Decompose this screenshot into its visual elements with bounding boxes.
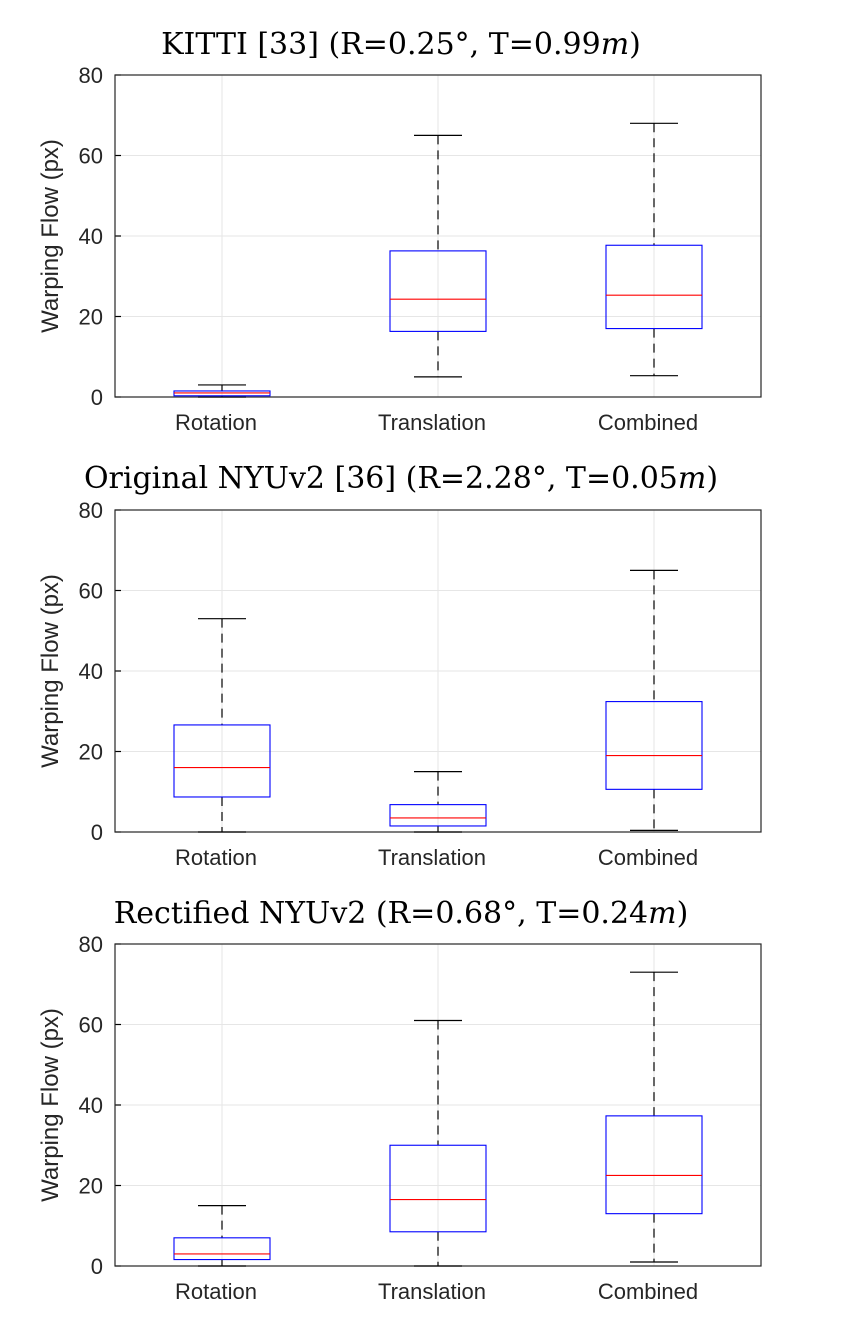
chart-title: KITTI [33] (R=0.25°, T=0.99m) [161,27,641,62]
y-tick-label: 40 [79,659,103,684]
x-tick-label: Translation [378,410,486,435]
iqr-box [605,244,703,330]
y-tick-label: 0 [91,1254,103,1279]
box-combined [605,122,703,377]
x-tick-label: Rotation [175,845,257,870]
chart-title-suffix: ) [629,27,641,62]
y-axis-label: Warping Flow (px) [37,139,64,333]
chart-title-prefix: KITTI [33] (R=0.25°, T=0.99 [161,27,601,62]
y-axis-label: Warping Flow (px) [37,1008,64,1202]
iqr-box [605,701,703,790]
y-tick-label: 80 [79,63,103,88]
y-tick-label: 80 [79,932,103,957]
y-tick-label: 20 [79,1174,103,1199]
chart-title-suffix: ) [677,896,689,931]
chart-title-suffix: ) [706,461,718,496]
y-tick-label: 60 [79,579,103,604]
x-tick-label: Rotation [175,1279,257,1304]
chart-panel-1: 0 20 40 60 80 Rotation Translation Combined Warp… [37,27,762,435]
chart-title: Original NYUv2 [36] (R=2.28°, T=0.05m) [84,461,718,496]
box-rotation [173,1205,271,1267]
x-tick-label: Combined [598,845,698,870]
chart-title-prefix: Original NYUv2 [36] (R=2.28°, T=0.05 [84,461,678,496]
x-tick-label: Translation [378,1279,486,1304]
x-tick-label: Rotation [175,410,257,435]
box-translation [389,771,487,833]
plot-area [114,74,762,398]
chart-title-unit: m [601,27,629,62]
box-rotation [173,618,271,833]
chart-panel-2: 0 20 40 60 80 Rotation Translation Combined Warp… [37,461,762,870]
y-tick-label: 80 [79,498,103,523]
chart-title-unit: m [678,461,706,496]
box-translation [389,1019,487,1267]
y-tick-label: 20 [79,305,103,330]
iqr-box [173,724,271,798]
y-axis-label: Warping Flow (px) [37,574,64,768]
x-tick-label: Combined [598,410,698,435]
x-tick-label: Translation [378,845,486,870]
y-tick-label: 60 [79,1013,103,1038]
chart-panel-3: 0 20 40 60 80 Rotation Translation Combined Warp… [37,896,762,1304]
box-rotation [173,384,271,398]
iqr-box [389,1144,487,1233]
box-translation [389,134,487,378]
iqr-box [605,1115,703,1215]
iqr-box [389,804,487,827]
chart-title-unit: m [648,896,676,931]
y-tick-label: 60 [79,144,103,169]
y-tick-label: 40 [79,224,103,249]
chart-title: Rectified NYUv2 (R=0.68°, T=0.24m) [114,896,689,931]
iqr-box [389,250,487,332]
y-tick-label: 40 [79,1093,103,1118]
iqr-box [173,1237,271,1261]
y-tick-label: 20 [79,740,103,765]
box-combined [605,569,703,831]
y-tick-label: 0 [91,820,103,845]
x-tick-label: Combined [598,1279,698,1304]
chart-title-prefix: Rectified NYUv2 (R=0.68°, T=0.24 [114,896,648,931]
y-tick-label: 0 [91,385,103,410]
box-combined [605,971,703,1263]
